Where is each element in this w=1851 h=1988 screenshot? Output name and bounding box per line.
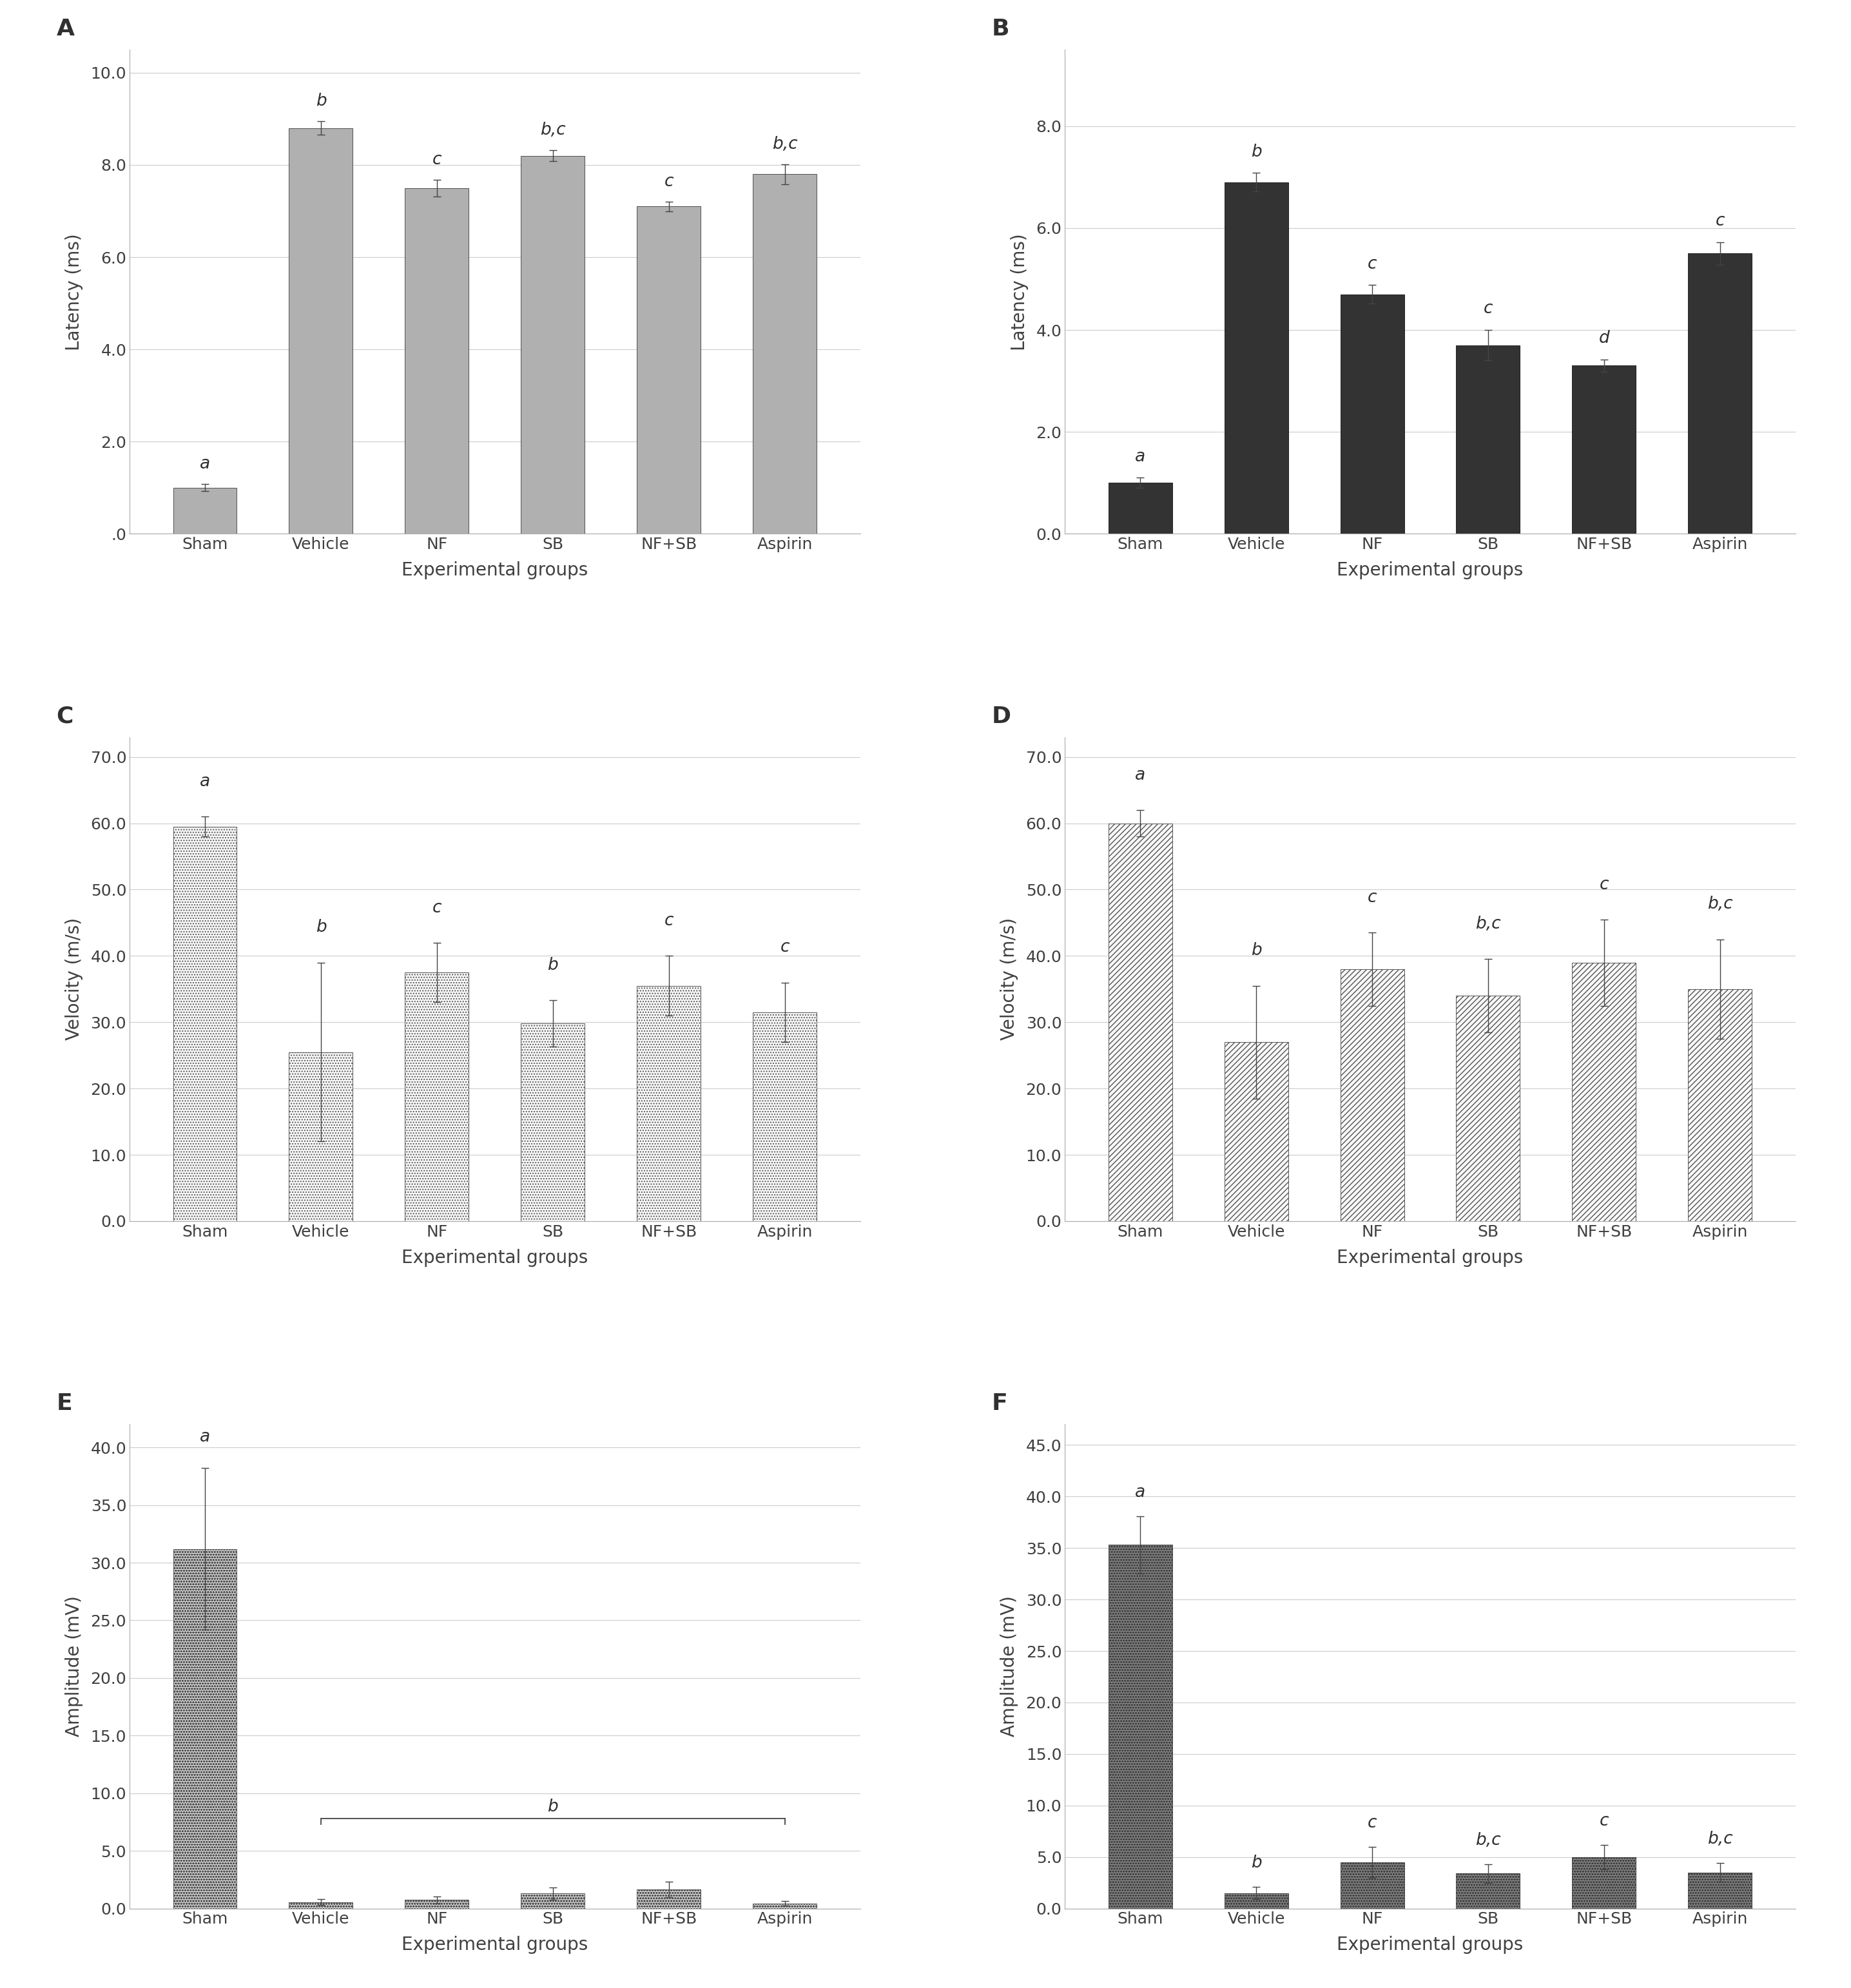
Text: c: c <box>779 938 790 956</box>
Text: b,c: b,c <box>1707 1831 1733 1847</box>
Text: C: C <box>57 706 74 728</box>
Bar <box>1224 1893 1288 1908</box>
Y-axis label: Latency (ms): Latency (ms) <box>1011 233 1029 350</box>
X-axis label: Experimental groups: Experimental groups <box>402 561 589 579</box>
Text: c: c <box>665 912 674 928</box>
Bar <box>1340 1863 1405 1908</box>
Text: b: b <box>548 956 559 974</box>
Bar <box>172 1549 237 1908</box>
Text: b,c: b,c <box>1475 1833 1501 1849</box>
Bar <box>405 189 468 533</box>
Text: a: a <box>1135 767 1146 783</box>
Bar <box>753 175 816 533</box>
X-axis label: Experimental groups: Experimental groups <box>402 1248 589 1266</box>
Bar <box>1109 483 1172 533</box>
Bar <box>289 127 354 533</box>
Text: b,c: b,c <box>540 121 566 139</box>
X-axis label: Experimental groups: Experimental groups <box>402 1936 589 1954</box>
Bar <box>1571 962 1636 1221</box>
Bar <box>1457 1873 1520 1908</box>
Text: b: b <box>1251 942 1262 958</box>
Y-axis label: Amplitude (mV): Amplitude (mV) <box>1001 1596 1018 1738</box>
X-axis label: Experimental groups: Experimental groups <box>1336 1248 1523 1266</box>
Text: a: a <box>200 773 211 789</box>
Bar <box>520 155 585 533</box>
Text: a: a <box>200 1429 211 1445</box>
Text: c: c <box>433 899 442 916</box>
Bar <box>1109 823 1172 1221</box>
Text: D: D <box>992 706 1011 728</box>
Bar <box>1571 1857 1636 1908</box>
Text: c: c <box>1599 877 1609 893</box>
Text: b,c: b,c <box>1475 916 1501 932</box>
Y-axis label: Amplitude (mV): Amplitude (mV) <box>65 1596 83 1738</box>
Bar <box>1457 996 1520 1221</box>
Text: c: c <box>1368 1815 1377 1831</box>
Bar <box>1688 1873 1753 1908</box>
Text: b,c: b,c <box>1707 897 1733 912</box>
Text: c: c <box>1716 213 1725 229</box>
Text: E: E <box>57 1394 72 1415</box>
Bar <box>753 1903 816 1908</box>
Text: F: F <box>992 1394 1007 1415</box>
Bar <box>1688 254 1753 533</box>
Bar <box>520 1893 585 1908</box>
Text: b: b <box>315 93 326 109</box>
Bar <box>172 827 237 1221</box>
Text: c: c <box>1368 889 1377 907</box>
Bar <box>405 1901 468 1908</box>
Bar <box>1688 990 1753 1221</box>
Y-axis label: Latency (ms): Latency (ms) <box>65 233 83 350</box>
Bar <box>405 972 468 1221</box>
Text: A: A <box>57 18 74 40</box>
Bar <box>1340 294 1405 533</box>
Bar <box>753 1012 816 1221</box>
Text: B: B <box>992 18 1009 40</box>
Text: c: c <box>1368 256 1377 272</box>
Bar <box>172 487 237 533</box>
Text: b: b <box>1251 143 1262 161</box>
Text: a: a <box>200 455 211 473</box>
Text: c: c <box>1599 1813 1609 1829</box>
Bar <box>1457 346 1520 533</box>
Text: c: c <box>1483 300 1492 318</box>
Bar <box>289 1903 354 1908</box>
Bar <box>1224 1042 1288 1221</box>
Bar <box>1109 1545 1172 1908</box>
Text: b: b <box>1251 1855 1262 1871</box>
X-axis label: Experimental groups: Experimental groups <box>1336 561 1523 579</box>
Text: b: b <box>315 918 326 936</box>
Text: c: c <box>665 173 674 191</box>
Y-axis label: Velocity (m/s): Velocity (m/s) <box>65 918 83 1040</box>
Bar <box>289 1052 354 1221</box>
Bar <box>520 1024 585 1221</box>
Text: d: d <box>1599 330 1610 346</box>
Bar <box>637 1889 702 1908</box>
Bar <box>1224 183 1288 533</box>
Text: c: c <box>433 151 442 169</box>
Text: b: b <box>548 1799 559 1815</box>
Y-axis label: Velocity (m/s): Velocity (m/s) <box>1001 918 1018 1040</box>
X-axis label: Experimental groups: Experimental groups <box>1336 1936 1523 1954</box>
Bar <box>637 207 702 533</box>
Bar <box>1340 968 1405 1221</box>
Text: a: a <box>1135 447 1146 465</box>
Text: a: a <box>1135 1483 1146 1501</box>
Text: b,c: b,c <box>772 135 798 153</box>
Bar <box>637 986 702 1221</box>
Bar <box>1571 366 1636 533</box>
